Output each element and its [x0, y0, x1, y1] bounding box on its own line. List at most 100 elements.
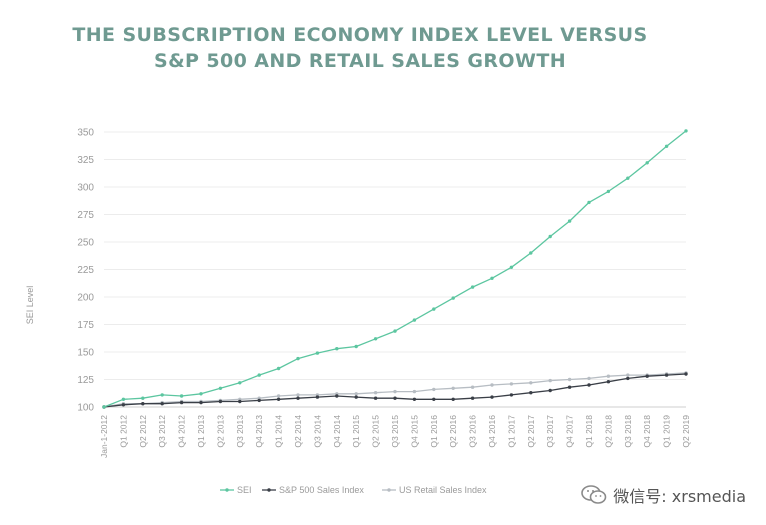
y-tick-label: 250 [77, 238, 94, 249]
chart-title: THE SUBSCRIPTION ECONOMY INDEX LEVEL VER… [72, 24, 648, 46]
data-point [432, 387, 436, 392]
data-point [626, 176, 630, 180]
x-tick-label: Q1 2018 [584, 415, 594, 448]
data-point [412, 389, 417, 394]
data-point [645, 374, 649, 378]
x-tick-label: Q2 2013 [215, 415, 225, 448]
data-point [276, 397, 281, 401]
data-point [548, 234, 552, 239]
y-tick-label: 275 [77, 210, 94, 221]
data-point [393, 329, 397, 333]
x-tick-label: Q3 2016 [468, 415, 478, 448]
data-point [160, 402, 164, 406]
x-tick-label: Q1 2012 [118, 415, 128, 448]
data-point [567, 219, 572, 223]
data-point [218, 399, 223, 404]
data-point [606, 374, 611, 378]
x-tick-label: Q2 2019 [681, 415, 691, 448]
data-point [645, 161, 649, 165]
x-tick-label: Q3 2013 [235, 415, 245, 448]
data-point [238, 399, 242, 404]
data-point [470, 285, 475, 289]
data-point [626, 376, 630, 381]
x-tick-label: Q1 2015 [351, 415, 361, 448]
data-point [529, 391, 533, 395]
data-point [160, 393, 164, 397]
data-point [684, 372, 688, 376]
data-point [335, 347, 339, 351]
data-point [432, 307, 436, 311]
data-point [238, 381, 242, 385]
data-point [509, 265, 514, 269]
x-tick-label: Q1 2013 [196, 415, 206, 448]
series-line-1 [103, 130, 687, 408]
data-point [412, 397, 417, 401]
data-point [509, 382, 514, 386]
data-point [179, 394, 184, 398]
data-point [451, 386, 455, 390]
data-point [296, 356, 300, 361]
data-point [335, 394, 339, 398]
x-tick-label: Q1 2016 [429, 415, 439, 448]
x-tick-label: Q4 2016 [487, 415, 497, 448]
data-point [199, 400, 203, 405]
data-point [451, 397, 455, 401]
x-tick-label: Q3 2015 [390, 415, 400, 448]
data-point [432, 397, 436, 401]
data-point [121, 403, 126, 407]
legend-marker [267, 488, 271, 492]
data-point [315, 395, 320, 399]
watermark-text: 微信号: xrsmedia [613, 487, 746, 506]
wechat-icon [581, 485, 607, 504]
data-point [373, 391, 378, 395]
watermark: 微信号: xrsmedia [581, 483, 746, 507]
data-point [141, 402, 145, 406]
data-point [664, 144, 669, 148]
data-point [567, 385, 572, 389]
y-tick-label: 100 [77, 403, 94, 414]
data-point [257, 398, 261, 403]
data-point [296, 393, 300, 397]
data-point [548, 378, 552, 383]
data-point [276, 394, 281, 398]
data-point [509, 393, 514, 397]
legend-marker [225, 488, 229, 492]
x-tick-label: Q2 2014 [293, 415, 303, 448]
data-point [587, 376, 591, 381]
data-point [684, 129, 688, 133]
y-tick-label: 225 [77, 265, 94, 276]
data-point [141, 396, 145, 400]
data-point [490, 395, 494, 399]
y-axis-label: SEI Level [25, 286, 35, 325]
data-point [587, 383, 591, 387]
data-point [121, 397, 126, 401]
x-tick-label: Q1 2019 [662, 415, 672, 448]
data-point [626, 373, 630, 377]
x-tick-label: Q4 2018 [642, 415, 652, 448]
y-tick-label: 325 [77, 155, 94, 166]
data-point [664, 373, 669, 377]
data-point [296, 396, 300, 400]
data-point [179, 400, 184, 405]
data-point [412, 318, 417, 322]
y-tick-label: 200 [77, 293, 94, 304]
legend-label: SEI [237, 485, 252, 495]
data-point [606, 380, 611, 384]
x-tick-label: Jan-1-2012 [99, 415, 109, 458]
data-point [199, 392, 203, 396]
x-tick-label: Q1 2017 [506, 415, 516, 448]
data-point [373, 337, 378, 341]
data-point [218, 386, 223, 390]
legend-marker [387, 488, 391, 492]
x-tick-label: Q3 2012 [157, 415, 167, 448]
data-point [490, 383, 494, 387]
legend-label: US Retail Sales Index [399, 485, 487, 495]
y-tick-label: 125 [77, 375, 94, 386]
legend-label: S&P 500 Sales Index [279, 485, 364, 495]
data-point [354, 344, 358, 349]
x-tick-label: Q4 2012 [177, 415, 187, 448]
x-tick-label: Q2 2018 [603, 415, 613, 448]
data-point [567, 377, 572, 382]
x-tick-label: Q4 2015 [409, 415, 419, 448]
